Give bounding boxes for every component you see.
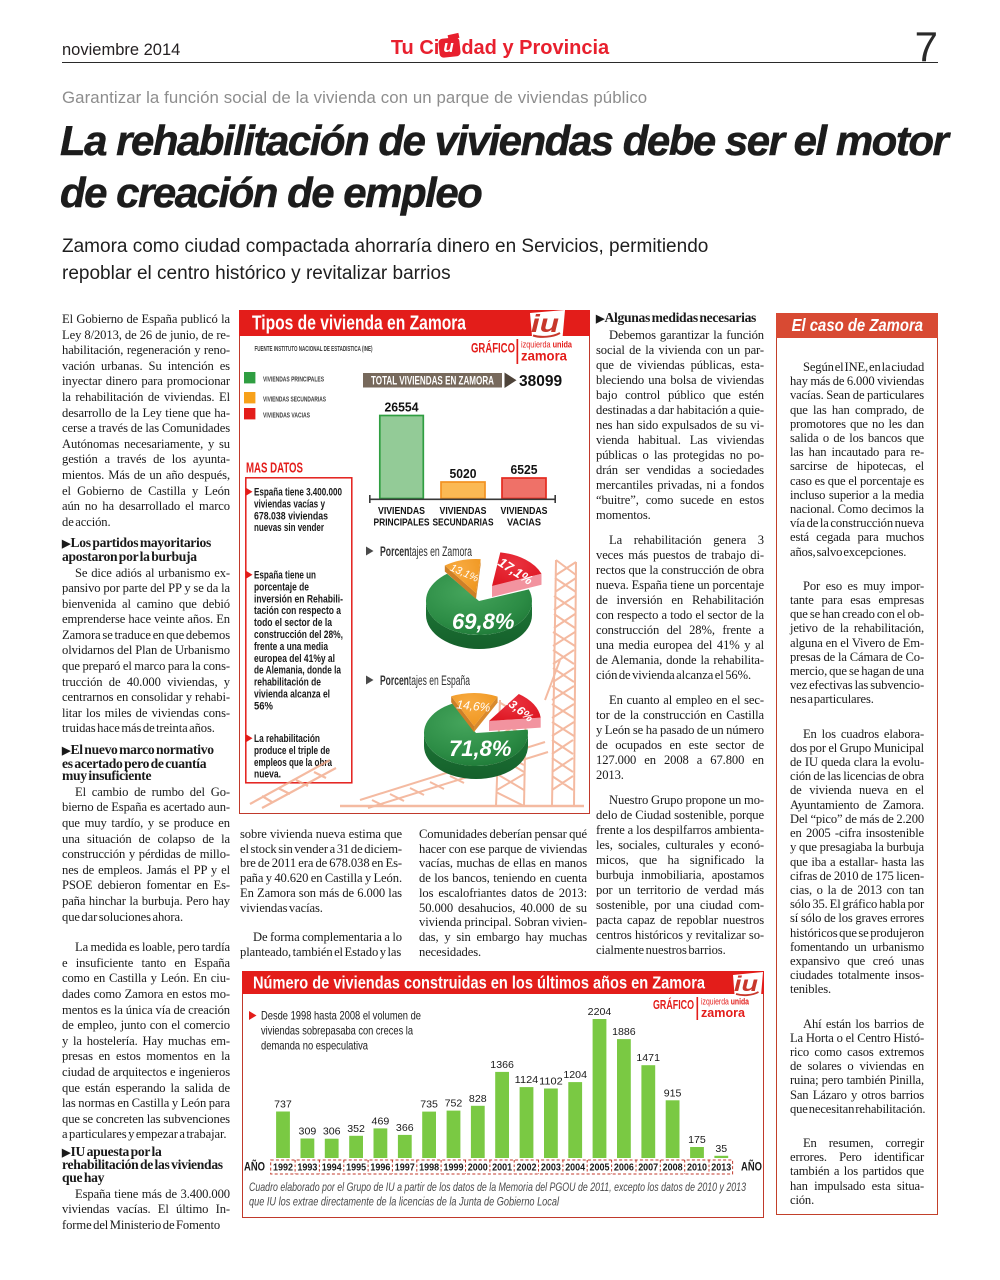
svg-text:2003: 2003	[541, 1163, 561, 1174]
svg-text:izquierda unida: izquierda unida	[521, 340, 573, 351]
svg-text:zamora: zamora	[701, 1005, 746, 1020]
svg-text:La rehabilitación: La rehabilitación	[254, 733, 320, 745]
svg-text:tación con respecto a: tación con respecto a	[254, 605, 342, 617]
svg-text:26554: 26554	[385, 401, 419, 415]
svg-text:38099: 38099	[519, 373, 562, 390]
svg-text:69,8%: 69,8%	[452, 609, 514, 634]
svg-text:europea del 41%y al: europea del 41%y al	[254, 653, 335, 665]
svg-text:828: 828	[469, 1094, 487, 1105]
svg-text:2008: 2008	[663, 1163, 683, 1174]
svg-text:zamora: zamora	[521, 349, 567, 364]
svg-text:752: 752	[445, 1099, 463, 1110]
svg-text:MAS DATOS: MAS DATOS	[246, 460, 303, 477]
svg-text:2001: 2001	[492, 1163, 512, 1174]
svg-text:vivienda alcanza el: vivienda alcanza el	[254, 689, 330, 701]
svg-text:que IU los extrae directamente: que IU los extrae directamente de la lic…	[249, 1195, 559, 1209]
svg-text:1999: 1999	[444, 1163, 464, 1174]
svg-text:VIVIENDAS VACIAS: VIVIENDAS VACIAS	[263, 411, 310, 420]
svg-text:175: 175	[688, 1135, 706, 1146]
svg-text:rehabilitación de: rehabilitación de	[254, 677, 321, 689]
svg-text:1996: 1996	[370, 1163, 390, 1174]
svg-text:1471: 1471	[636, 1053, 660, 1064]
svg-text:71,8%: 71,8%	[449, 736, 511, 761]
svg-text:366: 366	[396, 1123, 414, 1134]
svg-text:Desde 1998 hasta 2008 el volum: Desde 1998 hasta 2008 el volumen de	[261, 1009, 421, 1023]
svg-text:678.038 viviendas: 678.038 viviendas	[254, 510, 328, 522]
svg-text:1995: 1995	[346, 1163, 366, 1174]
svg-text:2000: 2000	[468, 1163, 488, 1174]
svg-text:1366: 1366	[490, 1060, 514, 1071]
svg-text:1992: 1992	[273, 1163, 293, 1174]
svg-text:915: 915	[664, 1088, 682, 1099]
svg-text:España tiene 3.400.000: España tiene 3.400.000	[254, 487, 342, 499]
svg-text:viviendas sobrepasaba con crec: viviendas sobrepasaba con creces la	[261, 1024, 413, 1038]
svg-text:GRÁFICO: GRÁFICO	[653, 997, 694, 1012]
svg-text:735: 735	[420, 1100, 438, 1111]
svg-text:469: 469	[372, 1116, 390, 1127]
svg-text:empleos que la obra: empleos que la obra	[254, 757, 333, 769]
svg-text:5020: 5020	[450, 467, 477, 481]
svg-text:inversión en Rehabili-: inversión en Rehabili-	[254, 593, 343, 605]
svg-text:1998: 1998	[419, 1163, 439, 1174]
svg-text:SECUNDARIAS: SECUNDARIAS	[433, 518, 494, 529]
svg-text:España tiene un: España tiene un	[254, 570, 316, 582]
svg-text:1102: 1102	[539, 1077, 563, 1088]
svg-text:Cuadro elaborado por el Grupo: Cuadro elaborado por el Grupo de IU a pa…	[249, 1180, 746, 1194]
svg-text:35: 35	[715, 1144, 727, 1155]
svg-text:TOTAL VIVIENDAS EN ZAMORA: TOTAL VIVIENDAS EN ZAMORA	[371, 375, 494, 387]
svg-text:VIVIENDAS: VIVIENDAS	[378, 506, 425, 517]
svg-text:VIVIENDAS: VIVIENDAS	[440, 506, 487, 517]
svg-text:Porcentajes en Zamora: Porcentajes en Zamora	[380, 544, 472, 559]
svg-text:Porcentajes en España: Porcentajes en España	[380, 673, 470, 688]
svg-text:demanda no especulativa: demanda no especulativa	[261, 1039, 368, 1053]
svg-text:iu: iu	[734, 973, 758, 996]
svg-text:2005: 2005	[590, 1163, 610, 1174]
svg-text:nueva.: nueva.	[254, 769, 281, 781]
svg-text:2004: 2004	[565, 1163, 585, 1174]
svg-text:porcentaje de: porcentaje de	[254, 581, 309, 593]
svg-text:Número de viviendas construida: Número de viviendas construidas en los ú…	[253, 973, 705, 993]
svg-text:2007: 2007	[638, 1163, 658, 1174]
svg-text:2002: 2002	[517, 1163, 537, 1174]
svg-text:1124: 1124	[515, 1075, 539, 1086]
svg-text:FUENTE INSTITUTO NACIONAL DE E: FUENTE INSTITUTO NACIONAL DE ESTADISTICA…	[255, 346, 373, 353]
svg-text:PRINCIPALES: PRINCIPALES	[374, 518, 430, 529]
svg-text:2204: 2204	[588, 1007, 612, 1018]
svg-text:1204: 1204	[563, 1070, 587, 1081]
svg-text:1886: 1886	[612, 1027, 636, 1038]
svg-text:VIVIENDAS: VIVIENDAS	[501, 506, 548, 517]
svg-text:viviendas vacías y: viviendas vacías y	[254, 498, 325, 510]
svg-text:352: 352	[347, 1124, 365, 1135]
svg-text:14,6%: 14,6%	[456, 697, 492, 715]
svg-text:309: 309	[299, 1127, 317, 1138]
svg-text:1994: 1994	[322, 1163, 342, 1174]
svg-text:iu: iu	[531, 310, 559, 338]
svg-text:306: 306	[323, 1127, 341, 1138]
svg-text:AÑO: AÑO	[741, 1161, 762, 1174]
svg-text:izquierda unida: izquierda unida	[701, 997, 750, 1007]
svg-text:de Alemania, donde la: de Alemania, donde la	[254, 665, 342, 677]
svg-text:737: 737	[274, 1100, 292, 1111]
svg-text:nuevas sin vender: nuevas sin vender	[254, 522, 325, 534]
svg-text:VACIAS: VACIAS	[507, 518, 541, 529]
svg-text:56%: 56%	[254, 700, 273, 712]
svg-text:1997: 1997	[395, 1163, 415, 1174]
svg-text:2010: 2010	[687, 1163, 707, 1174]
svg-text:VIVIENDAS SECUNDARIAS: VIVIENDAS SECUNDARIAS	[263, 395, 326, 404]
svg-text:2006: 2006	[614, 1163, 634, 1174]
svg-text:VIVIENDAS PRINCIPALES: VIVIENDAS PRINCIPALES	[263, 375, 324, 384]
svg-text:GRÁFICO: GRÁFICO	[471, 341, 515, 356]
svg-text:1993: 1993	[297, 1163, 317, 1174]
svg-text:2013: 2013	[711, 1163, 731, 1174]
svg-text:6525: 6525	[511, 463, 538, 477]
svg-text:frente a una media: frente a una media	[254, 641, 329, 653]
svg-text:Tipos de vivienda en Zamora: Tipos de vivienda en Zamora	[252, 313, 467, 335]
svg-text:produce el triple de: produce el triple de	[254, 745, 330, 757]
svg-text:AÑO: AÑO	[244, 1161, 265, 1174]
svg-text:todo el sector de la: todo el sector de la	[254, 617, 333, 629]
svg-text:construcción del 28%,: construcción del 28%,	[254, 629, 343, 641]
